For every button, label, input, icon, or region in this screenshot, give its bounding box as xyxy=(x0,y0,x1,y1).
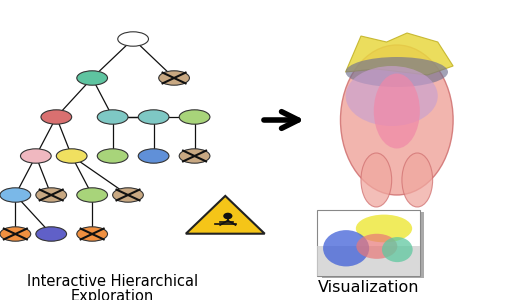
Ellipse shape xyxy=(138,149,169,163)
Ellipse shape xyxy=(97,110,128,124)
Text: Interactive Hierarchical: Interactive Hierarchical xyxy=(27,274,198,290)
Ellipse shape xyxy=(0,227,31,241)
Ellipse shape xyxy=(361,153,392,207)
Ellipse shape xyxy=(20,149,51,163)
Ellipse shape xyxy=(97,149,128,163)
Text: Exploration: Exploration xyxy=(71,290,154,300)
Ellipse shape xyxy=(56,149,87,163)
Ellipse shape xyxy=(179,110,210,124)
Bar xyxy=(317,246,420,276)
Ellipse shape xyxy=(41,110,72,124)
Ellipse shape xyxy=(113,188,143,202)
Ellipse shape xyxy=(223,213,232,219)
Ellipse shape xyxy=(138,110,169,124)
Ellipse shape xyxy=(356,214,412,242)
Polygon shape xyxy=(186,196,265,234)
Polygon shape xyxy=(346,33,453,75)
Ellipse shape xyxy=(374,74,420,148)
Ellipse shape xyxy=(340,45,453,195)
Ellipse shape xyxy=(382,237,413,262)
Ellipse shape xyxy=(346,57,448,87)
Ellipse shape xyxy=(118,32,148,46)
Ellipse shape xyxy=(323,230,369,266)
Bar xyxy=(317,210,420,276)
Ellipse shape xyxy=(0,188,31,202)
Ellipse shape xyxy=(159,71,189,85)
Ellipse shape xyxy=(356,234,397,259)
Ellipse shape xyxy=(179,149,210,163)
Ellipse shape xyxy=(346,66,438,126)
Ellipse shape xyxy=(36,188,67,202)
Ellipse shape xyxy=(77,227,108,241)
Ellipse shape xyxy=(402,153,433,207)
Ellipse shape xyxy=(77,188,108,202)
Bar xyxy=(322,212,424,278)
Text: Visualization: Visualization xyxy=(318,280,419,296)
Ellipse shape xyxy=(36,227,67,241)
Ellipse shape xyxy=(77,71,108,85)
